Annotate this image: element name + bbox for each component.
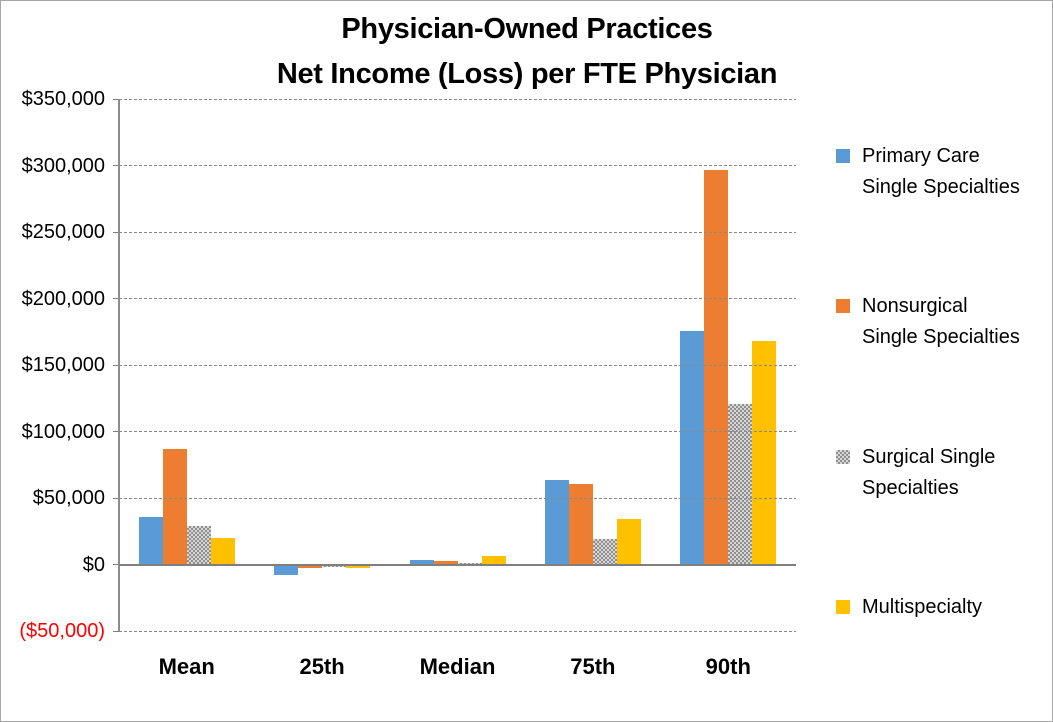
gridline [119,497,796,499]
y-axis-label: $300,000 [21,154,105,177]
y-axis-label: $250,000 [21,221,105,243]
legend-label-multispecialty: Multispecialty [862,596,983,618]
chart-title-line1: Physician-Owned Practices [341,13,713,45]
legend-item-nonsurgical-single-specialties: Nonsurgical Single Specialties [836,291,1051,353]
bar-median-multispecialty [481,555,506,565]
bar-median-primary-care-single-specialties [409,559,434,565]
bar-75th-multispecialty [616,518,641,565]
chart-title-line2: Net Income (Loss) per FTE Physician [276,58,778,90]
y-axis-tick [113,497,119,499]
bar-90th-surgical-single-specialties [728,403,753,565]
legend-swatch-multispecialty [836,600,850,614]
gridline [119,364,796,366]
legend-swatch-surgical-single-specialties [836,450,850,464]
gridline [119,298,796,299]
gridline [119,431,796,432]
gridline [119,98,796,100]
legend-item-primary-care-single-specialties: Primary Care Single Specialties [836,141,1051,203]
y-axis-label: $50,000 [32,487,105,509]
bar-75th-surgical-single-specialties [592,538,617,565]
y-axis-label: ($50,000) [19,620,105,642]
bar-75th-primary-care-single-specialties [544,480,569,565]
y-axis-label: $150,000 [21,354,105,376]
zero-axis-line [119,563,796,566]
legend-label-primary-care-single-specialties: Primary Care Single Specialties [862,145,1020,198]
y-axis-tick [113,431,119,432]
y-axis-label: $200,000 [21,287,105,310]
x-axis-label-90th: 90th [705,654,751,679]
legend-swatch-nonsurgical-single-specialties [836,299,850,313]
y-axis-tick [113,298,119,299]
y-axis-tick [113,630,119,632]
bar-mean-multispecialty [210,537,235,565]
gridline [119,231,796,233]
y-axis-label: $0 [82,553,105,576]
bar-75th-nonsurgical-single-specialties [568,484,593,565]
x-axis-label-mean: Mean [158,654,215,679]
bar-90th-nonsurgical-single-specialties [704,170,729,565]
bar-25th-primary-care-single-specialties [274,565,299,576]
y-axis-tick [113,98,119,100]
y-axis-tick [113,564,119,565]
bar-median-nonsurgical-single-specialties [433,561,458,565]
x-axis-label-median: Median [419,654,496,679]
x-axis-label-25th: 25th [299,654,345,679]
y-axis-label: $350,000 [21,88,105,110]
y-axis-tick [113,364,119,366]
legend-item-multispecialty: Multispecialty [836,592,1051,623]
gridline [119,165,796,166]
y-axis-tick [113,165,119,166]
legend-swatch-primary-care-single-specialties [836,149,850,163]
bar-90th-multispecialty [752,341,777,565]
y-axis-tick [113,231,119,233]
chart-title: Physician-Owned Practices Net Income (Lo… [15,7,1039,97]
bar-25th-nonsurgical-single-specialties [298,565,323,569]
gridline [119,630,796,632]
legend-label-surgical-single-specialties: Surgical Single Specialties [862,446,996,499]
y-axis-line [118,99,120,631]
legend-label-nonsurgical-single-specialties: Nonsurgical Single Specialties [862,295,1020,348]
y-axis-label: $100,000 [21,420,105,443]
legend-item-surgical-single-specialties: Surgical Single Specialties [836,442,1051,504]
bar-25th-multispecialty [346,565,371,569]
bar-mean-surgical-single-specialties [186,525,211,565]
x-axis-label-75th: 75th [570,654,616,679]
bar-mean-primary-care-single-specialties [138,516,163,565]
bar-90th-primary-care-single-specialties [680,331,705,565]
bar-mean-nonsurgical-single-specialties [162,449,187,565]
bar-25th-surgical-single-specialties [322,565,347,568]
